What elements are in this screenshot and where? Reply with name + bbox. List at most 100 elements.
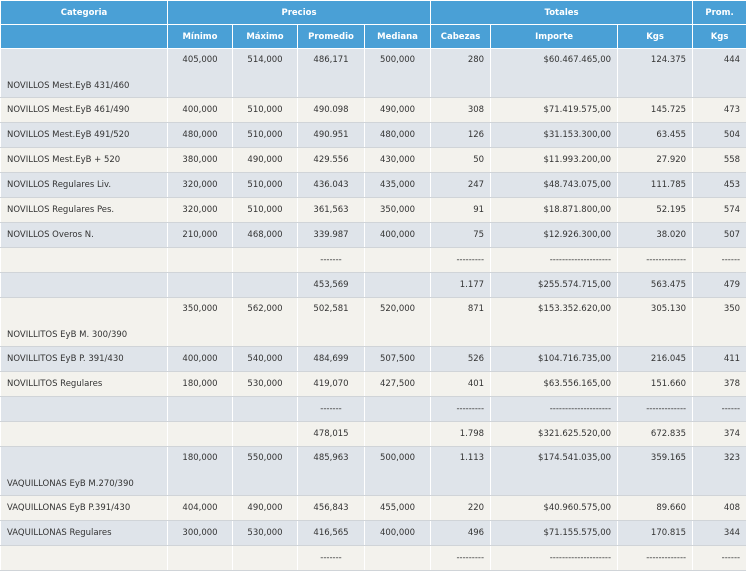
value-cell: 435,000 <box>365 173 431 198</box>
value-cell: 344 <box>693 521 746 546</box>
value-cell: 558 <box>693 148 746 173</box>
category-cell: NOVILLOS Mest.EyB 431/460 <box>1 49 168 98</box>
category-cell: VAQUILLONAS EyB P.391/430 <box>1 496 168 521</box>
value-cell: $71.419.575,00 <box>491 98 618 123</box>
value-cell: 480,000 <box>168 123 233 148</box>
value-cell <box>168 248 233 273</box>
value-cell: 320,000 <box>168 198 233 223</box>
value-cell: $31.153.300,00 <box>491 123 618 148</box>
value-cell: 444 <box>693 49 746 98</box>
category-cell: NOVILLOS Regulares Liv. <box>1 173 168 198</box>
value-cell: 485,963 <box>298 447 365 496</box>
value-cell: 500,000 <box>365 447 431 496</box>
value-cell: ------ <box>693 546 746 571</box>
value-cell: 400,000 <box>365 223 431 248</box>
category-cell: NOVILLITOS EyB P. 391/430 <box>1 347 168 372</box>
value-cell: ------- <box>298 248 365 273</box>
value-cell: ------- <box>298 397 365 422</box>
value-cell: 180,000 <box>168 372 233 397</box>
category-cell <box>1 248 168 273</box>
column-header: Kgs <box>618 25 693 49</box>
value-cell: 456,843 <box>298 496 365 521</box>
value-cell: 455,000 <box>365 496 431 521</box>
value-cell: 510,000 <box>233 198 298 223</box>
value-cell: 510,000 <box>233 98 298 123</box>
group-header: Totales <box>431 1 693 25</box>
value-cell: 180,000 <box>168 447 233 496</box>
value-cell: 510,000 <box>233 173 298 198</box>
value-cell: 111.785 <box>618 173 693 198</box>
value-cell: 308 <box>431 98 491 123</box>
value-cell: 416,565 <box>298 521 365 546</box>
value-cell: 380,000 <box>168 148 233 173</box>
value-cell <box>233 422 298 447</box>
value-cell <box>365 422 431 447</box>
value-cell: 38.020 <box>618 223 693 248</box>
value-cell: --------- <box>431 397 491 422</box>
value-cell: 350,000 <box>365 198 431 223</box>
value-cell: 374 <box>693 422 746 447</box>
column-header: Kgs <box>693 25 746 49</box>
value-cell: 574 <box>693 198 746 223</box>
value-cell: $255.574.715,00 <box>491 273 618 298</box>
value-cell: 1.798 <box>431 422 491 447</box>
value-cell: 490,000 <box>365 98 431 123</box>
value-cell: 436.043 <box>298 173 365 198</box>
value-cell: 280 <box>431 49 491 98</box>
value-cell <box>365 273 431 298</box>
value-cell: 520,000 <box>365 298 431 347</box>
value-cell: ------- <box>298 546 365 571</box>
value-cell: 1.177 <box>431 273 491 298</box>
value-cell: 507,500 <box>365 347 431 372</box>
column-header: Promedio <box>298 25 365 49</box>
table-row: ----------------------------------------… <box>1 248 746 273</box>
value-cell: $153.352.620,00 <box>491 298 618 347</box>
value-cell: -------------------- <box>491 397 618 422</box>
value-cell <box>233 546 298 571</box>
category-cell: NOVILLITOS EyB M. 300/390 <box>1 298 168 347</box>
group-header: Prom. <box>693 1 746 25</box>
category-cell: NOVILLOS Mest.EyB 491/520 <box>1 123 168 148</box>
value-cell: 323 <box>693 447 746 496</box>
value-cell: 427,500 <box>365 372 431 397</box>
value-cell: $71.155.575,00 <box>491 521 618 546</box>
value-cell: 50 <box>431 148 491 173</box>
value-cell: $63.556.165,00 <box>491 372 618 397</box>
table-row: ----------------------------------------… <box>1 546 746 571</box>
value-cell: ------------- <box>618 397 693 422</box>
value-cell: 479 <box>693 273 746 298</box>
value-cell: 170.815 <box>618 521 693 546</box>
value-cell: 490,000 <box>233 148 298 173</box>
value-cell: 672.835 <box>618 422 693 447</box>
value-cell: 300,000 <box>168 521 233 546</box>
value-cell: 504 <box>693 123 746 148</box>
value-cell: 429.556 <box>298 148 365 173</box>
value-cell: 563.475 <box>618 273 693 298</box>
group-header: Precios <box>168 1 431 25</box>
value-cell: 486,171 <box>298 49 365 98</box>
column-header: Mediana <box>365 25 431 49</box>
value-cell: 216.045 <box>618 347 693 372</box>
value-cell: 530,000 <box>233 521 298 546</box>
value-cell: 75 <box>431 223 491 248</box>
blank-header <box>1 25 168 49</box>
value-cell: 530,000 <box>233 372 298 397</box>
value-cell: 411 <box>693 347 746 372</box>
value-cell: 401 <box>431 372 491 397</box>
value-cell: ------ <box>693 397 746 422</box>
value-cell: 400,000 <box>365 521 431 546</box>
category-cell <box>1 422 168 447</box>
category-cell: NOVILLITOS Regulares <box>1 372 168 397</box>
value-cell <box>233 248 298 273</box>
value-cell: 404,000 <box>168 496 233 521</box>
category-cell: VAQUILLONAS EyB M.270/390 <box>1 447 168 496</box>
value-cell: 400,000 <box>168 98 233 123</box>
value-cell: 453 <box>693 173 746 198</box>
value-cell: 510,000 <box>233 123 298 148</box>
value-cell: 490.098 <box>298 98 365 123</box>
